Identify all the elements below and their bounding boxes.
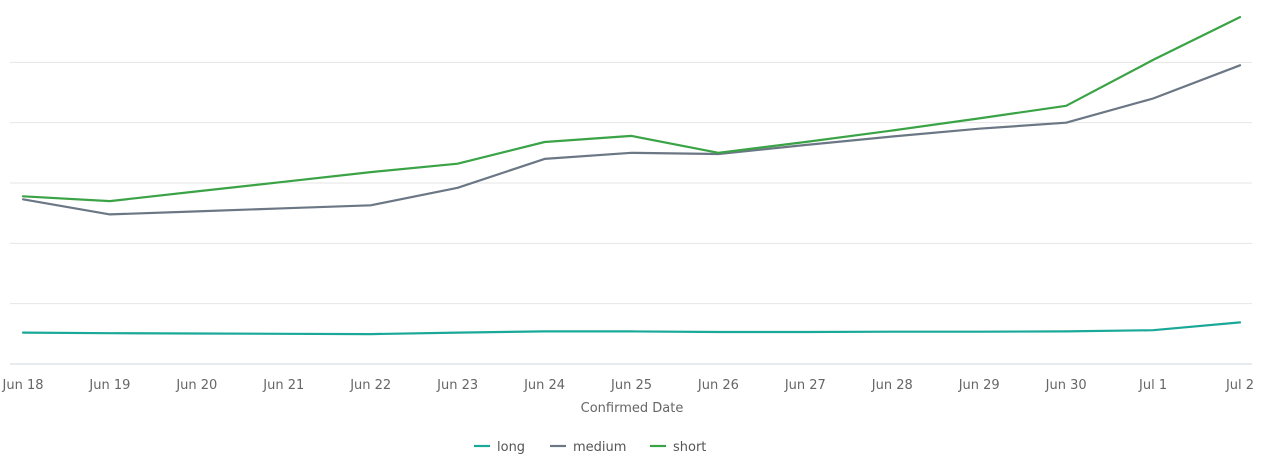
legend-label: short [673,440,706,455]
x-tick-label: Jun 25 [610,378,652,393]
legend-item-long[interactable]: long [474,440,525,455]
legend: long medium short [474,440,706,455]
grid-layer [10,61,1252,305]
x-tick-label: Jun 23 [436,378,478,393]
legend-label: long [497,440,525,455]
x-axis-title: Confirmed Date [581,401,684,416]
series-line-short [21,16,1242,203]
x-tick-label: Jun 19 [88,378,130,393]
legend-label: medium [573,440,626,455]
x-tick-label: Jun 28 [871,378,913,393]
series-layer [21,16,1242,336]
x-tick-label: Jun 29 [958,378,1000,393]
axis-layer: Jun 18 Jun 19 Jun 20 Jun 21 Jun 22 Jun 23 Jun … [2,363,1254,393]
series-line-medium [21,64,1242,216]
x-tick-label: Jul 2 [1225,378,1254,393]
x-tick-label: Jun 18 [2,378,44,393]
legend-item-medium[interactable]: medium [550,440,626,455]
x-tick-label: Jun 30 [1045,378,1087,393]
series-line-long [21,321,1242,336]
x-tick-label: Jun 24 [523,378,565,393]
legend-item-short[interactable]: short [650,440,706,455]
x-tick-label: Jun 21 [262,378,304,393]
x-tick-label: Jun 20 [175,378,217,393]
x-tick-label: Jul 1 [1138,378,1167,393]
x-tick-label: Jun 22 [349,378,391,393]
x-tick-label: Jun 27 [784,378,826,393]
x-tick-label: Jun 26 [697,378,739,393]
